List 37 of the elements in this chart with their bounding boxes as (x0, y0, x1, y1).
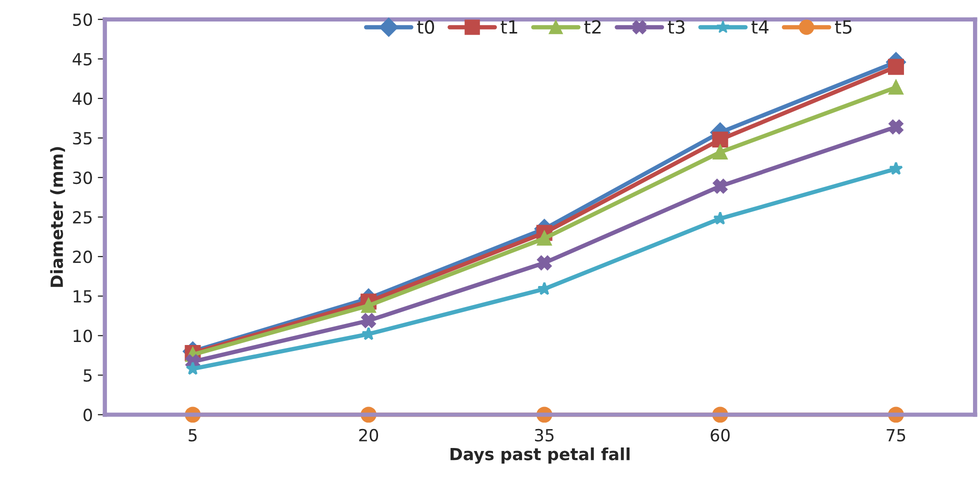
y-tick-label: 25 (73, 211, 92, 224)
x-tick-label: 60 (710, 428, 730, 442)
y-tick-label: 45 (72, 53, 92, 66)
y-tick-label: 0 (84, 408, 92, 422)
y-axis-title: Diameter (mm) (50, 147, 66, 287)
y-tick-label: 30 (73, 171, 92, 184)
point (888, 80, 904, 95)
x-tick-label: 5 (188, 429, 197, 442)
point (712, 144, 728, 160)
point (537, 231, 552, 246)
point (186, 362, 200, 375)
legend-label: t2 (584, 20, 601, 34)
legend-label: t3 (668, 20, 684, 34)
point (361, 313, 376, 328)
point (537, 256, 552, 270)
y-tick-label: 15 (74, 290, 92, 303)
legend-label: t5 (834, 20, 852, 34)
x-axis-title: Days past petal fall (450, 447, 630, 464)
x-tick-label: 75 (886, 429, 906, 442)
legend-label: t0 (417, 20, 434, 34)
y-tick-label: 5 (84, 369, 92, 382)
point (712, 132, 728, 148)
point (888, 120, 904, 134)
point (537, 282, 552, 296)
point (712, 178, 728, 194)
x-tick-label: 20 (359, 428, 378, 442)
y-tick-label: 50 (73, 13, 92, 26)
y-tick-label: 10 (74, 330, 92, 342)
y-tick-label: 20 (73, 250, 92, 264)
y-tick-label: 35 (73, 132, 92, 145)
legend-label: t4 (751, 20, 768, 34)
y-tick-label: 40 (72, 92, 92, 106)
point (889, 162, 903, 175)
point (888, 58, 904, 75)
point (361, 298, 376, 313)
legend-label: t1 (500, 20, 518, 34)
x-tick-label: 35 (535, 428, 554, 442)
